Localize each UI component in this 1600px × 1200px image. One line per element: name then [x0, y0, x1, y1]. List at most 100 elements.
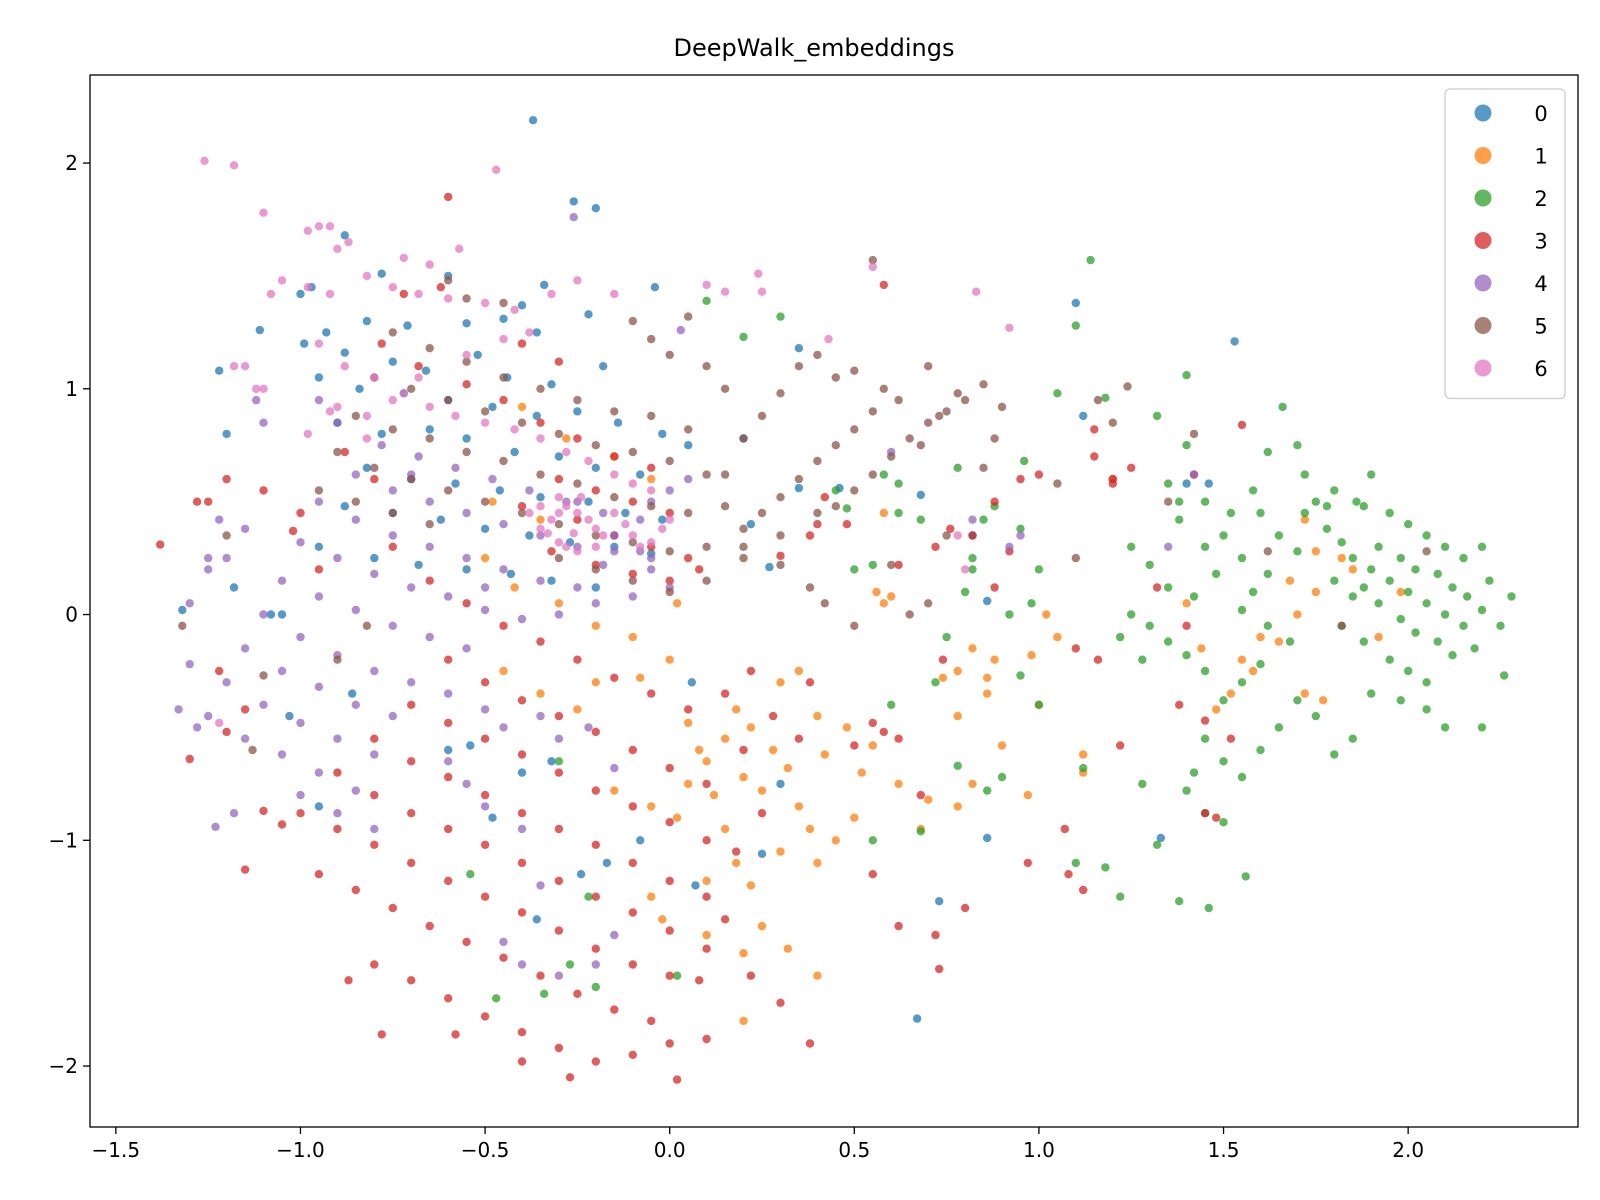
point-series-6-53 [599, 531, 608, 540]
point-series-3-89 [517, 908, 527, 917]
point-series-3-119 [277, 820, 287, 829]
point-series-3-106 [444, 994, 453, 1003]
point-series-4-66 [185, 660, 194, 669]
point-series-2-4 [1182, 371, 1191, 380]
point-series-4-71 [204, 565, 213, 574]
point-series-5-89 [684, 312, 693, 321]
point-series-5-70 [794, 474, 804, 484]
point-series-3-3 [517, 339, 527, 348]
point-series-5-66 [868, 407, 877, 416]
point-series-4-94 [536, 881, 545, 890]
point-series-6-30 [399, 389, 408, 398]
point-series-1-94 [1274, 637, 1284, 646]
point-series-6-67 [536, 502, 545, 511]
x-tick-label: −0.5 [461, 1138, 510, 1162]
point-series-5-17 [554, 429, 564, 439]
point-series-1-16 [536, 689, 545, 698]
point-series-6-46 [499, 334, 508, 344]
point-series-2-53 [1348, 592, 1358, 601]
point-series-1-3 [647, 474, 656, 484]
point-series-5-121 [990, 434, 999, 443]
point-series-3-45 [444, 655, 453, 664]
point-series-1-85 [1293, 610, 1302, 619]
point-series-4-85 [444, 689, 453, 698]
point-series-1-41 [857, 768, 866, 777]
point-series-4-72 [222, 553, 231, 563]
point-series-2-55 [1359, 637, 1369, 646]
point-series-4-104 [676, 325, 685, 335]
point-series-3-175 [1175, 700, 1184, 709]
point-series-6-39 [628, 479, 637, 488]
point-series-3-52 [702, 779, 711, 789]
point-series-0-105 [794, 483, 804, 493]
point-series-1-66 [983, 673, 992, 682]
point-series-4-87 [499, 723, 508, 732]
point-series-3-117 [377, 1030, 386, 1039]
point-series-0-34 [658, 429, 667, 439]
point-series-5-20 [665, 456, 674, 466]
point-series-1-8 [554, 599, 564, 608]
point-series-2-108 [1034, 565, 1044, 574]
point-series-5-64 [924, 362, 933, 371]
point-series-2-56 [1385, 655, 1394, 664]
point-series-4-23 [499, 565, 508, 574]
point-series-5-119 [935, 411, 944, 421]
point-series-4-80 [628, 592, 637, 601]
point-series-5-106 [1164, 497, 1173, 506]
point-series-5-85 [702, 362, 711, 371]
point-series-3-28 [370, 474, 379, 484]
point-series-3-44 [684, 705, 693, 714]
point-series-2-58 [1422, 678, 1431, 687]
point-series-2-113 [968, 565, 977, 574]
point-series-2-24 [1256, 660, 1265, 669]
point-series-5-83 [879, 384, 888, 393]
point-series-4-18 [314, 497, 324, 506]
point-series-6-81 [1005, 323, 1014, 332]
points-layer [156, 116, 1516, 1084]
point-series-5-110 [1422, 547, 1431, 556]
point-series-4-97 [554, 971, 564, 980]
point-series-3-180 [1237, 420, 1247, 430]
point-series-2-68 [1359, 502, 1369, 511]
point-series-2-154 [1322, 502, 1332, 511]
point-series-1-73 [1042, 610, 1051, 619]
point-series-2-34 [1300, 508, 1310, 518]
point-series-3-38 [462, 599, 471, 608]
point-series-2-112 [979, 515, 988, 524]
point-series-5-44 [314, 486, 324, 495]
point-series-3-151 [894, 560, 903, 570]
legend-marker-2 [1474, 189, 1492, 207]
point-series-0-55 [480, 524, 490, 533]
point-series-2-13 [1164, 583, 1173, 592]
point-series-3-110 [591, 1057, 600, 1066]
point-series-0-4 [340, 231, 349, 240]
point-series-2-122 [887, 700, 896, 709]
point-series-2-85 [1311, 711, 1321, 721]
point-series-1-17 [573, 705, 582, 714]
point-series-5-97 [924, 599, 933, 608]
point-series-6-55 [536, 524, 545, 533]
point-series-2-0 [1086, 255, 1095, 265]
point-series-6-86 [303, 429, 312, 439]
point-series-4-17 [647, 553, 656, 563]
point-series-4-64 [215, 515, 224, 524]
point-series-1-46 [953, 802, 962, 811]
point-series-3-78 [554, 876, 564, 886]
point-series-2-88 [1256, 745, 1265, 755]
point-series-3-37 [425, 576, 434, 585]
series-3 [156, 192, 1247, 1084]
point-series-5-120 [953, 389, 962, 398]
point-series-2-72 [1440, 542, 1450, 551]
point-series-1-39 [820, 750, 829, 759]
point-series-6-73 [702, 280, 711, 290]
point-series-2-45 [1359, 583, 1369, 592]
point-series-3-176 [1182, 621, 1191, 630]
point-series-2-82 [1367, 689, 1376, 698]
point-series-6-66 [665, 515, 674, 524]
point-series-1-38 [842, 723, 852, 732]
point-series-2-139 [554, 757, 564, 766]
point-series-4-70 [229, 809, 239, 818]
point-series-4-109 [1164, 542, 1173, 551]
point-series-4-56 [277, 750, 287, 759]
point-series-4-8 [636, 515, 645, 524]
